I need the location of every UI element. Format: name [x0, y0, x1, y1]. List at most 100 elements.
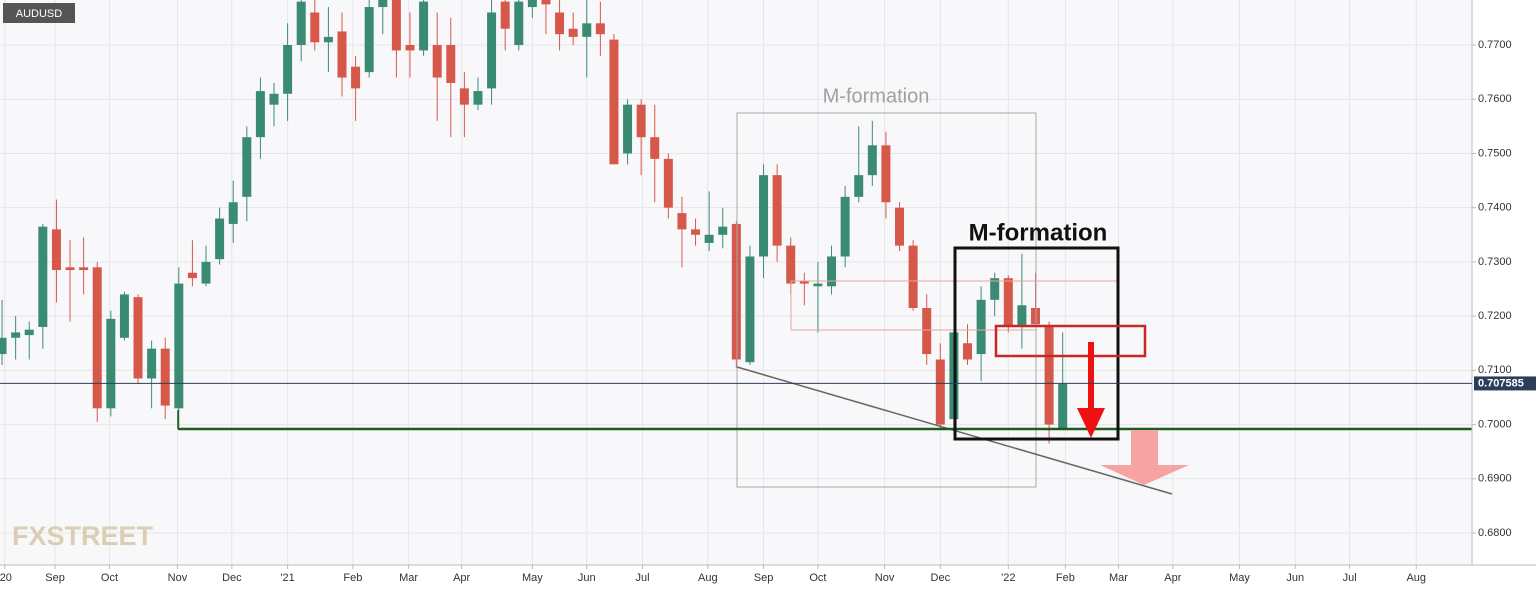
candle-body — [691, 229, 701, 235]
candle-body — [827, 256, 837, 287]
candle-body — [718, 226, 728, 235]
candle-body — [419, 1, 429, 51]
pink-arrow-head — [1100, 465, 1189, 485]
candle-body — [663, 158, 673, 208]
candle-body — [990, 278, 1000, 300]
candle-body — [323, 36, 333, 43]
candle-body — [92, 267, 102, 409]
candle-body — [595, 23, 605, 35]
candle-body — [0, 337, 7, 355]
y-tick-label: 0.7100 — [1478, 364, 1512, 376]
candle-body — [1017, 305, 1027, 327]
candle-body — [174, 283, 184, 409]
y-tick-label: 0.7300 — [1478, 256, 1512, 268]
candle-body — [636, 104, 646, 138]
candle-body — [446, 45, 456, 83]
candle-body — [215, 218, 225, 260]
candle-body — [745, 256, 755, 363]
x-tick-label: Dec — [222, 572, 242, 584]
y-tick-label: 0.7400 — [1478, 202, 1512, 214]
candle-body — [147, 348, 157, 379]
x-tick-label: May — [522, 572, 543, 584]
candle-body — [106, 318, 116, 409]
candle-body — [731, 223, 741, 360]
candle-body — [677, 213, 687, 230]
candle-body — [799, 280, 809, 284]
candle-body — [963, 343, 973, 360]
candle-body — [255, 91, 265, 138]
x-tick-label: Nov — [168, 572, 188, 584]
annotation: M-formation — [969, 219, 1108, 246]
candle-body — [935, 359, 945, 425]
y-tick-label: 0.7600 — [1478, 93, 1512, 105]
watermark: FXSTREET — [12, 521, 154, 551]
y-tick-label: 0.7700 — [1478, 39, 1512, 51]
x-tick-label: Sep — [754, 572, 774, 584]
x-tick-label: Mar — [399, 572, 418, 584]
x-tick-label: '20 — [0, 572, 12, 584]
candle-body — [242, 137, 252, 197]
candle-body — [119, 294, 129, 338]
candle-body — [786, 245, 796, 284]
candle-body — [269, 93, 279, 105]
candle-body — [160, 348, 170, 406]
candle-body — [527, 0, 537, 8]
ticker-box — [3, 3, 75, 23]
x-tick-label: Apr — [1164, 572, 1181, 584]
candle-body — [487, 12, 497, 89]
black-box — [953, 246, 1120, 441]
last-price-box — [1474, 376, 1536, 391]
y-tick-label: 0.6900 — [1478, 473, 1512, 485]
candle-body — [1044, 326, 1054, 425]
x-tick-label: Feb — [343, 572, 362, 584]
ticker: AUDUSD — [16, 8, 63, 20]
x-tick-label: Jul — [1343, 572, 1357, 584]
red-box — [994, 324, 1147, 358]
candle-body — [133, 297, 143, 379]
candle-body — [840, 196, 850, 257]
candle-body — [351, 66, 361, 89]
candle-body — [650, 137, 660, 159]
x-tick-label: Aug — [698, 572, 718, 584]
drawings: M-formation M-formation — [177, 85, 1472, 495]
y-tick-label: 0.6800 — [1478, 527, 1512, 539]
candle-body — [187, 272, 197, 279]
candle-body — [11, 332, 21, 338]
candle-body — [38, 226, 48, 327]
x-tick-label: Dec — [931, 572, 951, 584]
candle-body — [51, 229, 61, 271]
candle-body — [378, 0, 388, 8]
x-tick-label: Jun — [578, 572, 596, 584]
x-tick-label: Jun — [1286, 572, 1304, 584]
candle-body — [1058, 383, 1068, 430]
pink-arrow-shaft — [1131, 430, 1158, 466]
candle-body — [772, 175, 782, 246]
candle-body — [867, 145, 877, 176]
y-tick-label: 0.7500 — [1478, 147, 1512, 159]
x-tick-label: Jul — [635, 572, 649, 584]
candle-body — [854, 175, 864, 197]
candle-body — [432, 45, 442, 78]
x-tick-label: Nov — [875, 572, 895, 584]
x-tick-label: '21 — [280, 572, 294, 584]
candle-body — [908, 245, 918, 308]
x-tick-label: Feb — [1056, 572, 1075, 584]
candle-body — [405, 45, 415, 51]
candle-body — [500, 1, 510, 29]
candle-body — [813, 283, 823, 287]
x-tick-label: Mar — [1109, 572, 1128, 584]
candle-body — [881, 145, 891, 203]
candle-body — [609, 39, 619, 165]
candle-body — [759, 175, 769, 257]
candle-body — [228, 202, 238, 224]
candle-body — [1030, 307, 1040, 325]
x-tick-label: Sep — [45, 572, 65, 584]
candle-body — [976, 299, 986, 355]
candle-body — [555, 12, 565, 35]
candle-body — [895, 207, 905, 246]
candle-body — [568, 28, 578, 37]
candle-body — [310, 12, 320, 43]
candle-body — [79, 267, 89, 271]
red-arrow-head — [1077, 408, 1105, 438]
candle-body — [541, 0, 551, 5]
